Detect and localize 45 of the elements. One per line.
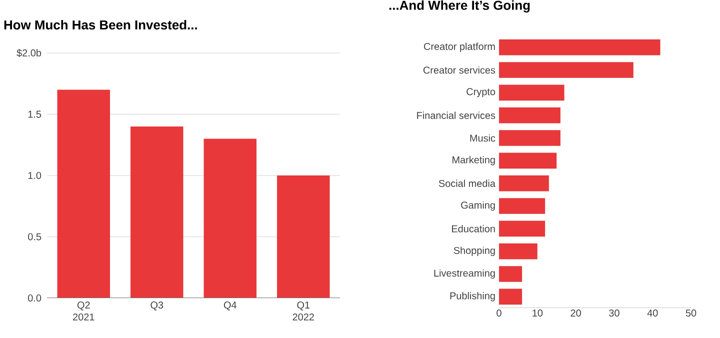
y-tick-label: Marketing [452,156,495,166]
y-tick-label: Social media [438,180,496,187]
bar [499,152,557,169]
bar [499,62,634,78]
bar [499,288,522,305]
y-tick-label: 0.0 [28,294,42,302]
y-tick-label: Music [470,134,496,142]
bar [499,84,564,101]
bar [130,126,184,298]
y-tick-label: 0.5 [28,233,42,240]
y-tick-label: 1.0 [28,172,42,180]
bar [499,130,560,146]
y-tick-label: Shopping [454,246,495,256]
bar [204,138,256,298]
y-tick-label: Publishing [450,292,495,302]
bar [499,243,538,260]
y-tick-label: Education [452,225,495,232]
bar [499,266,522,282]
bar [499,220,546,237]
x-tick-label: Q1 2022 [292,302,314,321]
x-tick-label: 20 [570,310,581,317]
x-tick-label: 40 [647,310,658,317]
chart-title: ...And Where It’s Going [389,0,530,13]
bar [499,175,549,192]
chart-title: How Much Has Been Invested... [4,20,197,30]
y-tick-label: Crypto [466,88,496,98]
x-tick-label: Q2 2021 [73,302,94,321]
bar [277,176,330,298]
bar [499,198,546,214]
x-tick-label: 0 [496,310,502,317]
bar [499,107,560,124]
y-tick-label: Financial services [417,112,496,119]
x-tick-label: 10 [532,310,543,317]
x-tick-label: Q4 [224,302,236,310]
x-tick-label: Q3 [150,302,164,310]
y-tick-label: Creator platform [424,42,495,52]
x-tick-label: 30 [609,310,620,317]
bar [57,90,110,298]
bar [499,39,660,56]
y-tick-label: Creator services [423,66,496,74]
y-tick-label: $2.0b [16,48,42,58]
y-tick-label: 1.5 [28,110,42,118]
x-tick-label: 50 [686,310,696,317]
y-tick-label: Gaming [461,201,495,211]
y-tick-label: Livestreaming [434,269,495,279]
